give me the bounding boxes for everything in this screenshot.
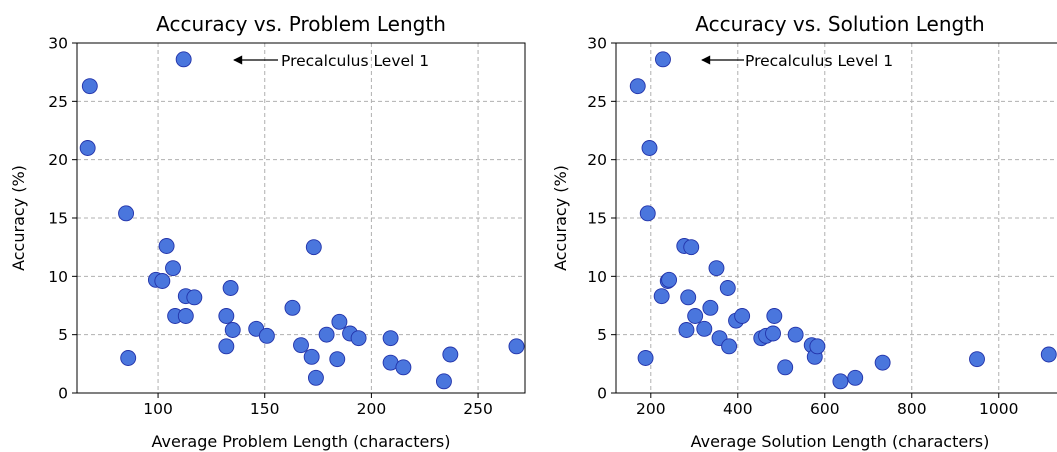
data-point [395, 359, 412, 376]
x-tick-label: 150 [250, 400, 280, 418]
y-tick-label: 15 [48, 210, 68, 228]
data-point [118, 205, 135, 222]
y-tick-label: 5 [58, 326, 68, 344]
y-tick-label: 25 [48, 93, 68, 111]
data-point [721, 338, 738, 355]
data-point [661, 271, 678, 288]
data-point [165, 260, 181, 277]
data-point [329, 351, 346, 368]
data-point [120, 350, 137, 366]
data-point [186, 289, 203, 306]
plot-frame [615, 42, 1057, 394]
data-point [687, 308, 704, 324]
y-tick-label: 20 [587, 151, 607, 169]
data-point [653, 288, 670, 305]
x-axis-label: Average Solution Length (characters) [691, 432, 990, 451]
y-tick-label: 0 [58, 385, 68, 403]
data-point [350, 330, 367, 347]
data-point [222, 280, 239, 296]
data-point [382, 330, 399, 347]
data-point [639, 205, 656, 222]
data-point [442, 346, 459, 363]
data-point [305, 239, 322, 256]
data-point [719, 280, 736, 296]
data-point [678, 322, 695, 338]
y-tick-label: 10 [587, 268, 607, 286]
data-point [708, 260, 725, 277]
data-point [218, 308, 235, 324]
x-tick-label: 250 [463, 400, 493, 418]
data-point [508, 338, 525, 355]
solution-length-chart: Accuracy vs. Solution Length 200 400 600 80… [551, 12, 1057, 451]
y-axis-label: Accuracy (%) [9, 165, 28, 271]
annotation-label: Precalculus Level 1 [281, 52, 429, 70]
chart-title: Accuracy vs. Solution Length [695, 12, 984, 36]
data-point [258, 327, 275, 344]
data-point [154, 273, 171, 289]
x-tick-label: 600 [810, 400, 840, 418]
data-point [832, 373, 849, 390]
data-point [158, 238, 175, 254]
y-tick-label: 25 [587, 93, 607, 111]
y-tick-label: 0 [597, 385, 607, 403]
x-axis-label: Average Problem Length (characters) [152, 432, 451, 451]
data-point [637, 350, 654, 366]
data-point [641, 140, 658, 156]
data-point [655, 51, 671, 68]
problem-length-chart: Accuracy vs. Problem Length 100 150 200 250… [9, 12, 526, 451]
y-tick-label: 30 [587, 35, 607, 53]
data-point [284, 299, 301, 316]
data-point [318, 326, 335, 343]
data-point [177, 308, 194, 324]
data-point [683, 239, 700, 256]
y-tick-label: 5 [597, 326, 607, 344]
x-tick-label: 100 [143, 400, 173, 418]
x-tick-label: 1000 [979, 400, 1018, 418]
data-point [331, 313, 348, 330]
x-tick-label: 800 [897, 400, 927, 418]
data-point [293, 337, 309, 354]
data-point [734, 308, 751, 324]
data-point [777, 359, 794, 376]
data-point [787, 326, 804, 343]
plot-frame [76, 42, 526, 394]
data-point [969, 351, 985, 368]
data-point [809, 338, 826, 355]
data-point [1040, 346, 1057, 363]
data-point [629, 78, 646, 95]
data-point [696, 320, 713, 337]
y-tick-label: 30 [48, 35, 68, 53]
data-point [847, 369, 864, 386]
x-tick-label: 400 [723, 400, 753, 418]
annotation-label: Precalculus Level 1 [745, 52, 893, 70]
data-point [680, 289, 697, 306]
data-point [224, 322, 241, 338]
data-point [303, 348, 320, 365]
y-tick-label: 20 [48, 151, 68, 169]
data-point [79, 140, 96, 156]
data-point [81, 78, 98, 95]
data-point [765, 325, 781, 342]
data-point [766, 308, 783, 324]
y-tick-label: 15 [587, 210, 607, 228]
data-point [307, 369, 324, 386]
y-tick-label: 10 [48, 268, 68, 286]
data-point [702, 299, 719, 316]
y-axis-label: Accuracy (%) [551, 165, 570, 271]
data-point [435, 373, 452, 390]
data-point [874, 354, 891, 371]
data-point [175, 51, 192, 68]
chart-title: Accuracy vs. Problem Length [156, 12, 446, 36]
x-tick-label: 200 [357, 400, 387, 418]
data-point [218, 338, 235, 355]
x-tick-label: 200 [636, 400, 666, 418]
